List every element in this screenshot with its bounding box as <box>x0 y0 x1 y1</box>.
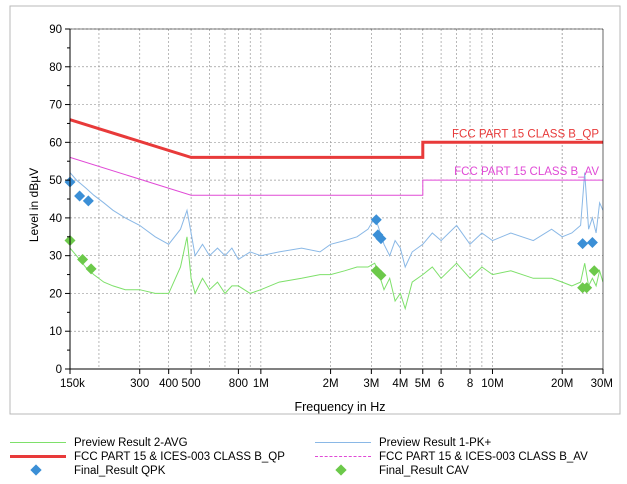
limit-line-label: FCC PART 15 CLASS B_AV <box>454 166 599 178</box>
result-marker <box>577 238 589 250</box>
y-tick-label: 50 <box>49 175 62 187</box>
y-tick-label: 60 <box>49 137 62 149</box>
x-tick-label: 400 <box>159 378 178 390</box>
x-tick-label: 5M <box>415 378 431 390</box>
result-marker <box>375 233 387 245</box>
x-tick-label: 2M <box>323 378 339 390</box>
y-tick-label: 90 <box>49 24 62 36</box>
y-tick-label: 70 <box>49 100 62 112</box>
x-tick-label: 10M <box>481 378 503 390</box>
x-tick-label: 6 <box>438 378 444 390</box>
x-tick-label: 30M <box>591 378 613 390</box>
result-marker <box>581 282 593 294</box>
result-marker <box>370 214 382 226</box>
result-marker <box>588 265 600 277</box>
y-tick-label: 0 <box>56 364 62 376</box>
result-marker <box>586 236 598 248</box>
x-tick-label: 8 <box>467 378 473 390</box>
x-axis-label: Frequency in Hz <box>294 400 385 414</box>
chart-border <box>9 5 621 415</box>
series-line <box>70 172 603 269</box>
y-tick-label: 80 <box>49 62 62 74</box>
diamond-icon <box>30 464 42 476</box>
legend-label: Preview Result 1-PK+ <box>379 437 492 449</box>
legend-label: Final_Result QPK <box>74 465 166 477</box>
limit-line-label: FCC PART 15 CLASS B_QP <box>452 128 599 140</box>
x-tick-label: 300 <box>130 378 149 390</box>
y-tick-label: 10 <box>49 326 62 338</box>
diamond-icon <box>335 464 347 476</box>
legend-av-swatch <box>315 456 371 457</box>
x-tick-label: 150k <box>60 378 85 390</box>
result-marker <box>77 253 89 265</box>
result-marker <box>375 269 387 281</box>
x-tick-label: 20M <box>551 378 573 390</box>
y-tick-label: 40 <box>49 213 62 225</box>
y-tick-label: 20 <box>49 288 62 300</box>
series-line <box>70 236 603 311</box>
legend-label: Preview Result 2-AVG <box>74 437 188 449</box>
qp-limit-line <box>69 118 603 159</box>
axes: 0 10 20 30 40 50 60 70 80 90 150k 300 400 500 800 1M 2M 3… <box>49 24 613 390</box>
result-marker <box>74 190 86 202</box>
legend-pk-swatch <box>315 442 371 443</box>
result-marker <box>82 195 94 207</box>
av-limit-line <box>69 156 603 196</box>
x-tick-label: 800 <box>229 378 248 390</box>
x-tick-label: 1M <box>253 378 269 390</box>
legend-label: Final_Result CAV <box>379 465 469 477</box>
legend-label: FCC PART 15 & ICES-003 CLASS B_AV <box>379 451 588 463</box>
x-tick-label: 4M <box>392 378 408 390</box>
legend-label: FCC PART 15 & ICES-003 CLASS B_QP <box>74 451 285 463</box>
emission-chart: FCC PART 15 CLASS B_QP FCC PART 15 CLASS … <box>9 5 621 415</box>
y-tick-label: 30 <box>49 251 62 263</box>
legend: Preview Result 2-AVG Preview Result 1-PK… <box>0 428 627 484</box>
x-tick-label: 3M <box>363 378 379 390</box>
legend-avg-swatch <box>10 442 66 443</box>
legend-qp-swatch <box>10 455 66 458</box>
result-marker <box>85 263 97 275</box>
plot-area: FCC PART 15 CLASS B_QP FCC PART 15 CLASS … <box>64 118 603 311</box>
x-tick-label: 500 <box>182 378 201 390</box>
y-axis-label: Level in dBµV <box>27 168 41 242</box>
